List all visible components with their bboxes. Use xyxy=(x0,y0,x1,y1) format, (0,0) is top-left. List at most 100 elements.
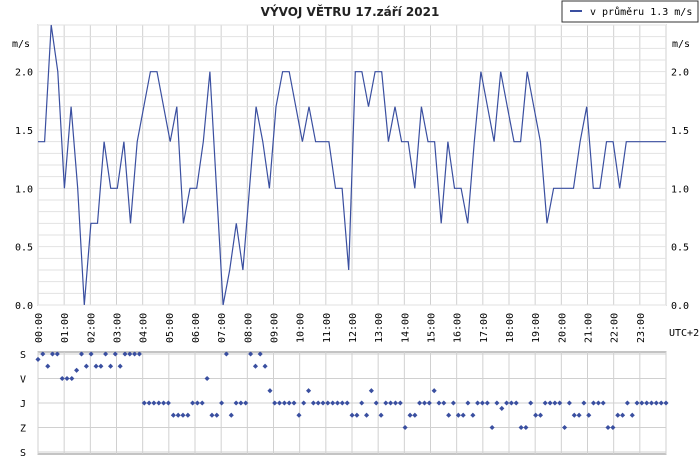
direction-point xyxy=(450,400,456,406)
speed-y-tick-label: 0.0 xyxy=(671,301,689,312)
direction-y-tick-label: S xyxy=(20,350,26,361)
direction-point xyxy=(310,400,316,406)
direction-point xyxy=(223,351,229,357)
direction-chart: S V J Z S xyxy=(20,350,669,459)
time-x-tick-label: 23:00 xyxy=(636,313,647,343)
direction-point xyxy=(190,400,196,406)
speed-y-tick-label: 2.0 xyxy=(671,68,689,79)
direction-point xyxy=(359,400,365,406)
direction-point xyxy=(252,363,259,369)
chart-title: VÝVOJ VĚTRU 17.září 2021 xyxy=(261,4,440,19)
direction-point xyxy=(204,375,210,382)
time-x-tick-label: 17:00 xyxy=(479,313,490,343)
speed-y-tick-label: 0.0 xyxy=(15,301,33,312)
timezone-label: UTC+2 xyxy=(669,328,699,339)
direction-point xyxy=(228,412,234,418)
direction-point xyxy=(648,400,655,406)
direction-y-tick-label: S xyxy=(20,448,26,459)
direction-point xyxy=(586,412,592,418)
direction-point xyxy=(306,388,312,394)
time-x-tick-label: 01:00 xyxy=(60,313,71,343)
direction-point xyxy=(426,400,432,406)
time-x-tick-label: 07:00 xyxy=(217,313,228,343)
direction-point xyxy=(533,412,539,418)
direction-point xyxy=(475,400,481,406)
direction-point xyxy=(658,400,664,406)
direction-point xyxy=(460,412,466,418)
direction-point xyxy=(334,400,341,406)
direction-point xyxy=(620,412,626,418)
direction-point xyxy=(214,412,220,418)
direction-y-tick-label: Z xyxy=(20,424,26,435)
direction-point xyxy=(132,351,138,357)
direction-point xyxy=(402,424,408,431)
direction-y-ticks: S V J Z S xyxy=(20,350,26,459)
direction-point xyxy=(494,400,500,406)
direction-point xyxy=(320,400,326,406)
direction-point xyxy=(136,351,142,357)
direction-point xyxy=(248,351,254,357)
speed-y-tick-label: 1.5 xyxy=(15,126,33,137)
time-x-tick-label: 13:00 xyxy=(374,313,385,343)
direction-point xyxy=(354,412,360,418)
time-x-tick-label: 02:00 xyxy=(86,313,97,343)
direction-point xyxy=(441,400,447,406)
time-x-tick-label: 06:00 xyxy=(191,313,202,343)
direction-point xyxy=(571,412,577,418)
speed-y-tick-label: 0.5 xyxy=(15,243,33,254)
direction-point xyxy=(388,400,394,406)
direction-point xyxy=(296,412,302,418)
legend-box xyxy=(561,0,699,23)
time-x-tick-label: 05:00 xyxy=(165,313,176,343)
speed-y-tick-label: 1.0 xyxy=(671,184,689,195)
time-x-tick-label: 18:00 xyxy=(505,313,516,343)
direction-point xyxy=(431,388,437,394)
direction-point xyxy=(127,351,133,357)
time-x-tick-label: 00:00 xyxy=(34,313,45,343)
direction-point xyxy=(455,412,461,418)
speed-y-unit-right: m/s xyxy=(672,39,690,50)
direction-point xyxy=(170,412,176,418)
direction-point xyxy=(161,400,167,406)
direction-point xyxy=(146,400,152,406)
time-x-tick-label: 22:00 xyxy=(610,313,621,343)
time-x-tick-label: 19:00 xyxy=(531,313,542,343)
direction-point xyxy=(484,400,490,406)
direction-point xyxy=(194,400,200,406)
direction-point xyxy=(141,400,147,406)
speed-chart: 0.00.51.01.52.0 0.00.51.01.52.0 m/s m/s … xyxy=(12,24,699,343)
direction-point xyxy=(397,400,403,406)
direction-point xyxy=(417,400,423,406)
direction-point xyxy=(349,412,355,418)
direction-point xyxy=(219,400,225,406)
direction-point xyxy=(175,412,181,418)
time-x-tick-label: 09:00 xyxy=(270,313,281,343)
direction-point xyxy=(615,412,621,418)
direction-point xyxy=(489,424,495,431)
direction-point xyxy=(272,400,278,406)
direction-point xyxy=(557,400,563,406)
direction-point xyxy=(276,400,283,406)
direction-point xyxy=(315,400,321,406)
time-x-tick-label: 08:00 xyxy=(243,313,254,343)
time-x-tick-label: 21:00 xyxy=(584,313,595,343)
direction-point xyxy=(600,400,606,406)
direction-point xyxy=(267,388,273,394)
direction-point xyxy=(344,400,350,406)
direction-point xyxy=(233,400,239,406)
direction-point xyxy=(364,412,370,418)
direction-point xyxy=(257,351,263,357)
direction-point xyxy=(165,400,171,406)
direction-point xyxy=(547,400,553,406)
direction-point xyxy=(281,400,287,406)
time-x-ticks: 00:00 01:00 02:00 03:00 04:00 05:00 06:00 07:00… xyxy=(34,313,647,343)
direction-point xyxy=(209,412,215,418)
direction-point xyxy=(479,400,485,406)
direction-point xyxy=(412,412,418,418)
direction-point xyxy=(199,400,205,406)
direction-point xyxy=(518,424,524,431)
direction-point xyxy=(653,400,659,406)
direction-point xyxy=(185,412,191,418)
time-x-tick-label: 16:00 xyxy=(453,313,464,343)
direction-point xyxy=(513,400,519,406)
